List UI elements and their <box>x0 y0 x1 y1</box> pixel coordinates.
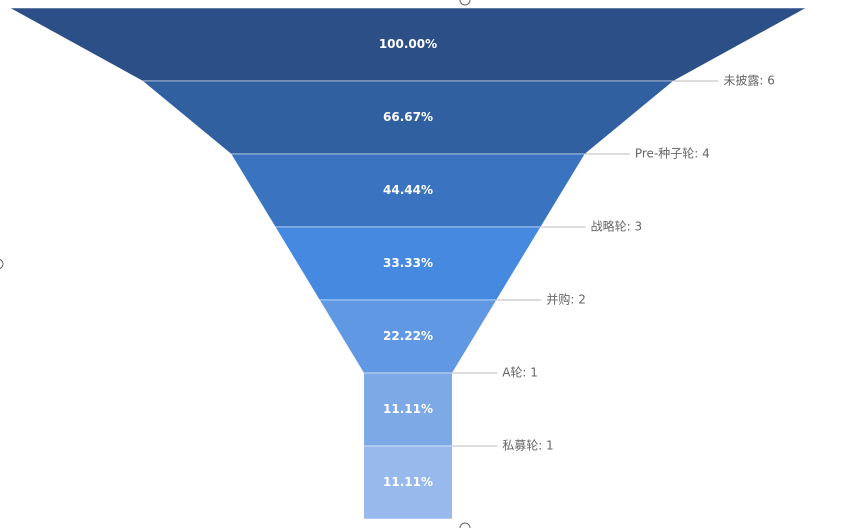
category-label: 并购: 2 <box>546 292 586 307</box>
value-label: 11.11% <box>383 402 433 416</box>
value-label: 44.44% <box>383 183 433 197</box>
category-label: Pre-种子轮: 4 <box>635 147 710 161</box>
handle <box>459 0 471 6</box>
value-label: 22.22% <box>383 329 433 343</box>
category-label: 未披露: 6 <box>723 74 775 88</box>
value-label: 33.33% <box>383 256 433 270</box>
category-label: 私募轮: 1 <box>502 439 553 453</box>
funnel-segment <box>363 445 453 520</box>
value-label: 66.67% <box>383 110 433 124</box>
value-label: 11.11% <box>383 475 433 489</box>
handle <box>459 522 471 528</box>
handle <box>0 258 4 270</box>
category-label: 战略轮: 3 <box>591 219 643 234</box>
category-label: A轮: 1 <box>502 366 538 380</box>
value-label: 100.00% <box>379 37 437 51</box>
